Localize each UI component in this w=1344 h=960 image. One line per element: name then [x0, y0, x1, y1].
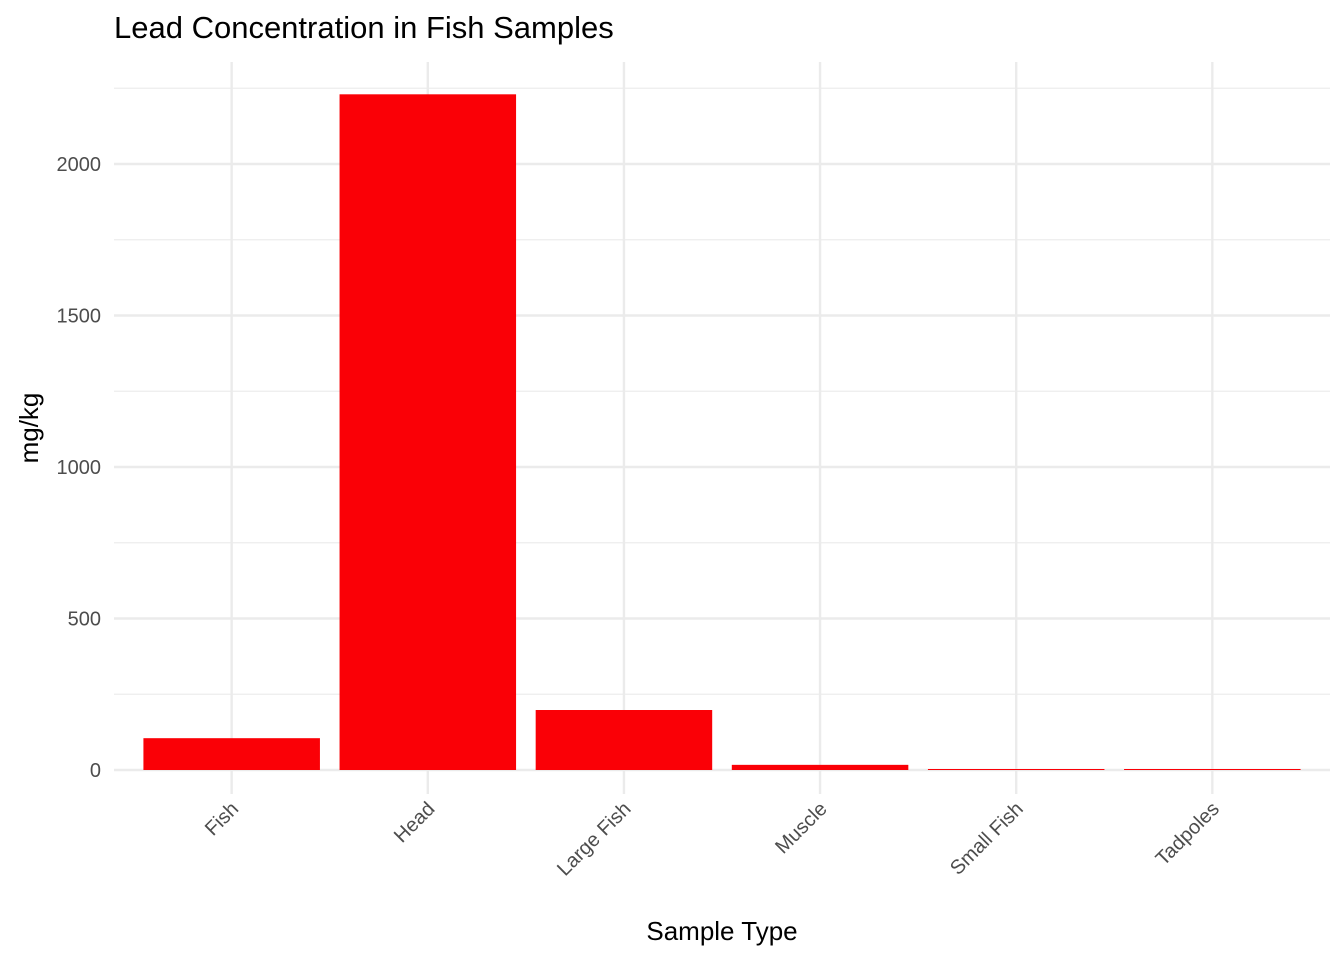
y-tick-label: 2000 — [57, 154, 102, 176]
bar-small-fish — [927, 769, 1105, 770]
bar-layer — [143, 94, 1301, 770]
bar-fish — [143, 738, 320, 770]
bar-head — [339, 94, 517, 770]
x-tick-label: Head — [390, 798, 439, 847]
x-tick-label: Tadpoles — [1152, 798, 1224, 870]
x-tick-label: Small Fish — [946, 798, 1028, 880]
x-tick-label: Muscle — [771, 798, 831, 858]
x-tick-label: Fish — [201, 798, 243, 840]
grid-layer — [114, 62, 1330, 794]
x-tick-label: Large Fish — [553, 798, 635, 880]
y-tick-label: 1500 — [57, 306, 102, 328]
bar-tadpoles — [1124, 769, 1301, 770]
y-tick-label: 0 — [90, 760, 101, 782]
y-axis-title: mg/kg — [14, 393, 44, 464]
y-tick-label: 500 — [68, 609, 101, 631]
y-tick-label: 1000 — [57, 457, 102, 479]
x-axis-title: Sample Type — [646, 916, 797, 946]
bar-large-fish — [535, 710, 713, 770]
x-axis-ticks: Fish Head Large Fish Muscle Small Fish Tadpol… — [201, 798, 1224, 880]
chart-title: Lead Concentration in Fish Samples — [114, 10, 614, 45]
y-axis-ticks: 0 500 1000 1500 2000 — [57, 154, 102, 782]
bar-muscle — [731, 764, 909, 770]
